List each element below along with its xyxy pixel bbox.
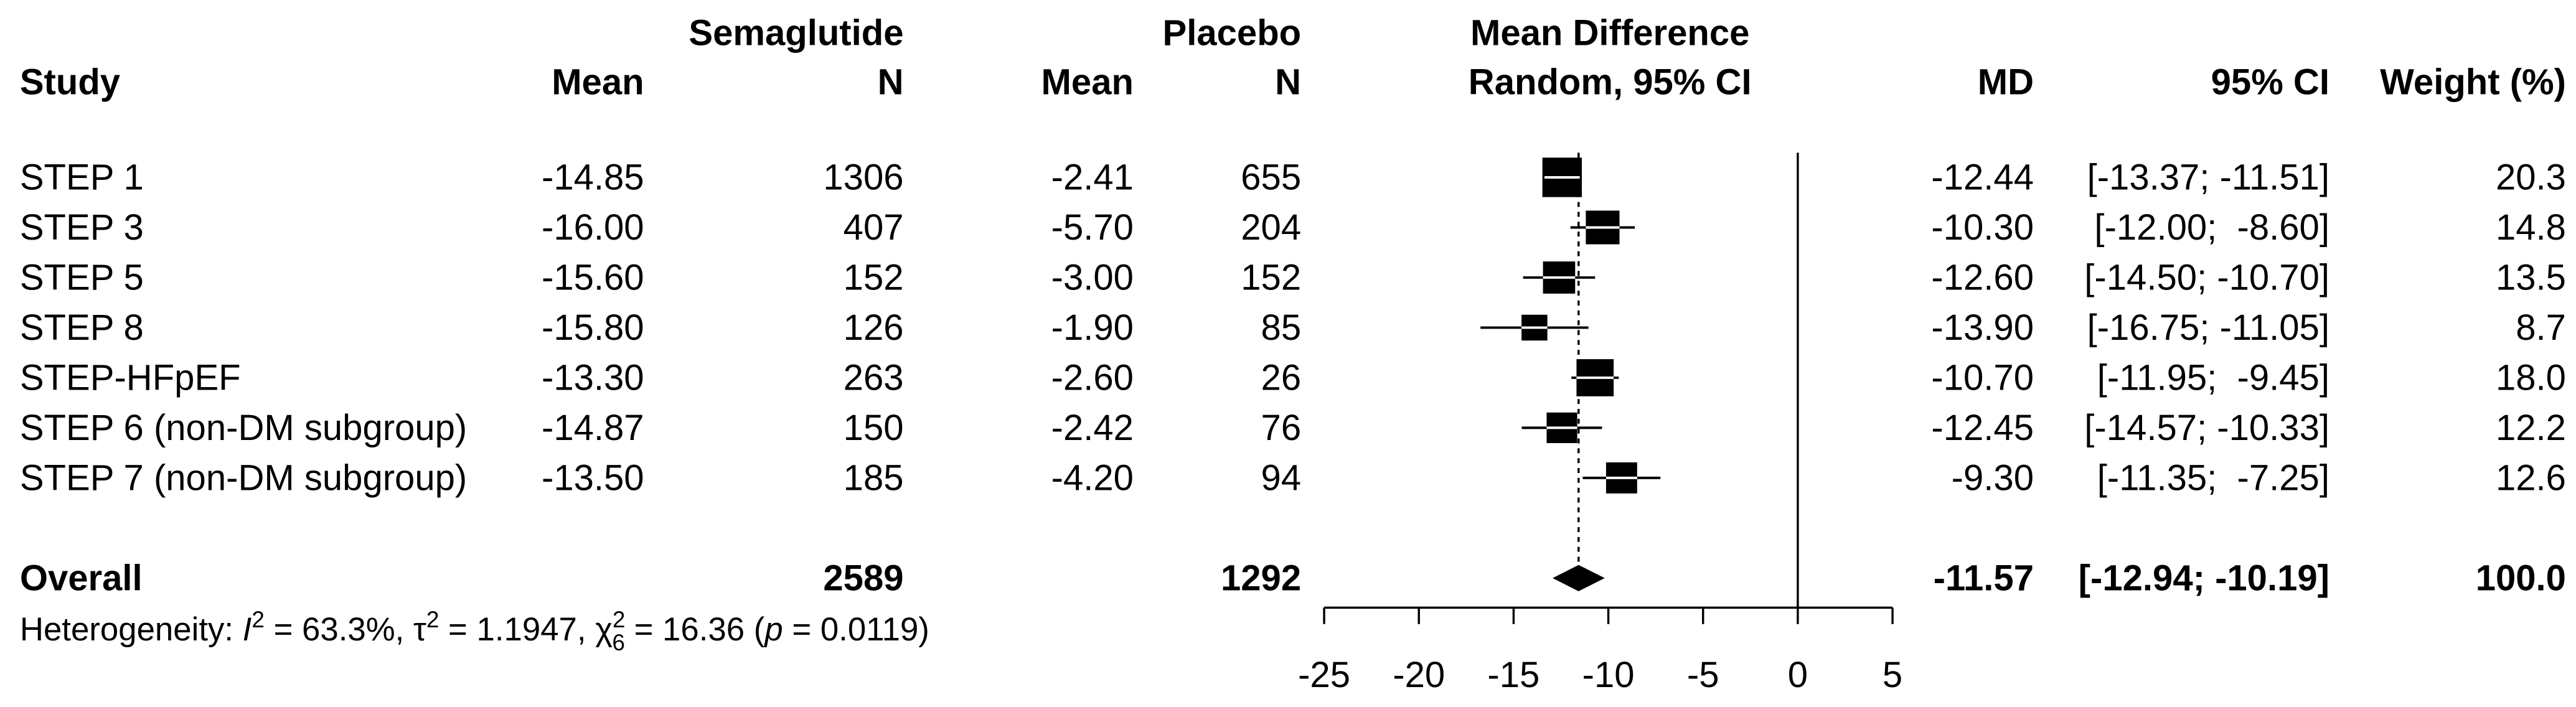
sema-n: 407 [844, 207, 904, 248]
column-header: N [878, 62, 904, 102]
weight-label: 20.3 [2496, 157, 2566, 197]
overall-label: Overall [20, 558, 143, 598]
placebo-mean: -2.41 [1051, 157, 1134, 197]
x-tick-label: -10 [1582, 655, 1635, 695]
md-label: -12.60 [1931, 257, 2034, 297]
sema-n: 126 [844, 307, 904, 348]
x-tick-label: -25 [1298, 655, 1350, 695]
x-tick-label: -15 [1487, 655, 1539, 695]
ci-label: [-13.37; -11.51] [2087, 157, 2329, 197]
het-text: 6 [612, 630, 625, 655]
md-label: -10.70 [1931, 357, 2034, 398]
placebo-mean: -4.20 [1051, 457, 1134, 498]
column-header: Weight (%) [2380, 62, 2566, 102]
study-name: STEP 6 (non-DM subgroup) [20, 408, 467, 448]
sema-mean: -15.60 [542, 257, 644, 297]
placebo-mean: -1.90 [1051, 307, 1134, 348]
sema-n: 263 [844, 357, 904, 398]
group-header: Mean Difference [1470, 12, 1749, 53]
sema-n: 185 [844, 457, 904, 498]
het-text: χ [595, 611, 613, 648]
sema-mean: -14.87 [542, 408, 644, 448]
md-label: -10.30 [1931, 207, 2034, 248]
column-header: Mean [1041, 62, 1134, 102]
study-name: STEP 1 [20, 157, 144, 197]
het-text: 2 [613, 607, 626, 632]
overall-sema-n: 2589 [823, 558, 903, 598]
placebo-n: 94 [1261, 457, 1302, 498]
placebo-n: 26 [1261, 357, 1302, 398]
x-tick-label: 5 [1883, 655, 1902, 695]
het-text: = 1.1947, [439, 611, 595, 648]
sema-mean: -15.80 [542, 307, 644, 348]
het-text: 2 [426, 607, 440, 632]
placebo-n: 655 [1241, 157, 1301, 197]
column-header: 95% CI [2211, 62, 2329, 102]
ci-label: [-14.50; -10.70] [2084, 257, 2329, 297]
column-header: N [1275, 62, 1301, 102]
het-text: I [243, 611, 252, 648]
placebo-n: 85 [1261, 307, 1302, 348]
column-header: Mean [552, 62, 644, 102]
overall-ci: [-12.94; -10.19] [2079, 558, 2329, 598]
het-text: p [763, 611, 783, 648]
sema-mean: -13.30 [542, 357, 644, 398]
md-label: -9.30 [1952, 457, 2034, 498]
study-name: STEP 3 [20, 207, 144, 248]
sema-n: 152 [844, 257, 904, 297]
study-name: STEP 7 (non-DM subgroup) [20, 457, 467, 498]
het-text: = 63.3%, [265, 611, 413, 648]
overall-diamond [1553, 564, 1605, 591]
sema-n: 1306 [823, 157, 903, 197]
sema-mean: -13.50 [542, 457, 644, 498]
het-text: = 0.0119) [783, 611, 929, 648]
het-text: τ [413, 611, 426, 648]
column-header: Random, 95% CI [1469, 62, 1752, 102]
x-tick-label: -5 [1687, 655, 1719, 695]
het-text: = 16.36 ( [625, 611, 765, 648]
md-label: -12.44 [1931, 157, 2034, 197]
het-text: 2 [251, 607, 265, 632]
sema-mean: -16.00 [542, 207, 644, 248]
overall-md: -11.57 [1934, 558, 2034, 598]
weight-label: 12.2 [2496, 408, 2566, 448]
weight-label: 12.6 [2496, 457, 2566, 498]
weight-label: 14.8 [2496, 207, 2566, 248]
placebo-n: 204 [1241, 207, 1301, 248]
ci-label: [-12.00; -8.60] [2094, 207, 2329, 248]
study-name: STEP 5 [20, 257, 144, 297]
placebo-n: 76 [1261, 408, 1302, 448]
x-tick-label: 0 [1788, 655, 1808, 695]
group-header: Placebo [1163, 12, 1302, 53]
overall-weight: 100.0 [2476, 558, 2566, 598]
study-name: STEP 8 [20, 307, 144, 348]
x-tick-label: -20 [1393, 655, 1445, 695]
ci-label: [-16.75; -11.05] [2087, 307, 2329, 348]
sema-n: 150 [844, 408, 904, 448]
placebo-n: 152 [1241, 257, 1301, 297]
sema-mean: -14.85 [542, 157, 644, 197]
weight-label: 13.5 [2496, 257, 2566, 297]
group-header: Semaglutide [689, 12, 903, 53]
ci-label: [-14.57; -10.33] [2084, 408, 2329, 448]
column-header: MD [1978, 62, 2034, 102]
column-header: Study [20, 62, 120, 102]
placebo-mean: -5.70 [1051, 207, 1134, 248]
het-text: Heterogeneity: [20, 611, 243, 648]
weight-label: 18.0 [2496, 357, 2566, 398]
placebo-mean: -2.42 [1051, 408, 1134, 448]
ci-label: [-11.35; -7.25] [2097, 457, 2329, 498]
weight-label: 8.7 [2516, 307, 2566, 348]
placebo-mean: -3.00 [1051, 257, 1134, 297]
ci-label: [-11.95; -9.45] [2097, 357, 2329, 398]
overall-placebo-n: 1292 [1221, 558, 1301, 598]
study-name: STEP-HFpEF [20, 357, 241, 398]
placebo-mean: -2.60 [1051, 357, 1134, 398]
md-label: -12.45 [1931, 408, 2034, 448]
heterogeneity: Heterogeneity: I2 = 63.3%, τ2 = 1.1947, … [20, 607, 929, 655]
md-label: -13.90 [1931, 307, 2034, 348]
